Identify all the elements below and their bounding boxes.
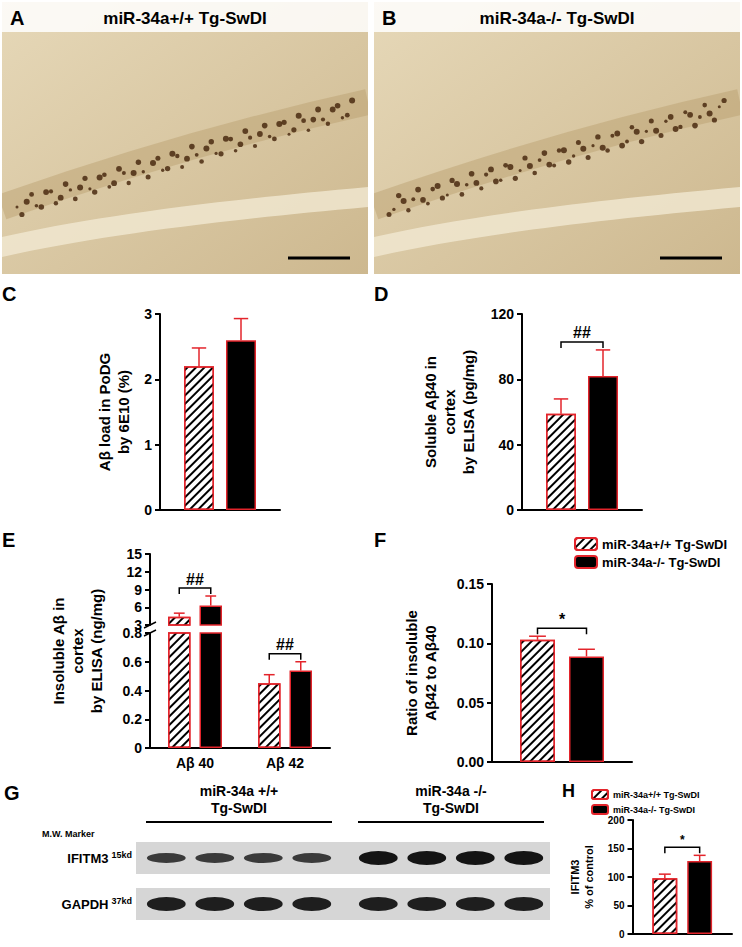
svg-text:Insoluble Aβ in: Insoluble Aβ in: [50, 598, 67, 705]
svg-text:cortex: cortex: [69, 628, 86, 674]
svg-text:cortex: cortex: [441, 389, 458, 435]
svg-text:0.2: 0.2: [123, 711, 143, 727]
svg-text:miR-34a+/+ Tg-SwDI: miR-34a+/+ Tg-SwDI: [103, 9, 266, 28]
svg-text:200: 200: [608, 815, 625, 826]
svg-text:by ELISA (ng/mg): by ELISA (ng/mg): [88, 589, 105, 713]
svg-text:2: 2: [144, 371, 152, 387]
svg-text:miR-34a-/- Tg-SwDI: miR-34a-/- Tg-SwDI: [613, 805, 695, 815]
svg-text:9: 9: [134, 582, 142, 598]
svg-text:Aβ 42: Aβ 42: [266, 755, 304, 771]
svg-text:15: 15: [126, 546, 142, 562]
svg-text:*: *: [559, 611, 566, 628]
svg-text:0.8: 0.8: [123, 625, 143, 641]
svg-text:0.10: 0.10: [457, 635, 484, 651]
svg-text:Soluble Aβ40 in: Soluble Aβ40 in: [422, 356, 439, 468]
svg-text:H: H: [562, 781, 575, 801]
svg-text:100: 100: [608, 872, 625, 883]
svg-text:by 6E10 (%): by 6E10 (%): [115, 370, 132, 454]
svg-text:GAPDH37kd: GAPDH37kd: [62, 896, 132, 912]
svg-text:12: 12: [126, 564, 142, 580]
svg-text:##: ##: [573, 324, 591, 341]
svg-text:3: 3: [144, 306, 152, 322]
svg-text:miR-34a +/+Tg-SwDI: miR-34a +/+Tg-SwDI: [200, 783, 279, 816]
svg-text:B: B: [382, 7, 396, 29]
svg-text:A: A: [10, 7, 24, 29]
svg-text:150: 150: [608, 843, 625, 854]
svg-text:##: ##: [276, 636, 294, 653]
svg-text:0.15: 0.15: [457, 576, 484, 592]
svg-text:6: 6: [134, 599, 142, 615]
svg-text:1: 1: [144, 437, 152, 453]
svg-text:miR-34a -/-Tg-SwDI: miR-34a -/-Tg-SwDI: [415, 783, 487, 816]
svg-text:0: 0: [134, 740, 142, 756]
svg-text:0: 0: [506, 502, 514, 518]
svg-text:IFITM315kd: IFITM315kd: [67, 850, 132, 866]
svg-text:M.W. Marker: M.W. Marker: [42, 829, 95, 839]
svg-text:miR-34a+/+ Tg-SwDI: miR-34a+/+ Tg-SwDI: [613, 790, 700, 800]
svg-text:Aβ 40: Aβ 40: [176, 755, 214, 771]
svg-text:by ELISA (pg/mg): by ELISA (pg/mg): [460, 350, 477, 474]
svg-text:G: G: [4, 782, 20, 804]
svg-text:IFITM3: IFITM3: [569, 860, 581, 895]
svg-text:miR-34a-/- Tg-SwDI: miR-34a-/- Tg-SwDI: [480, 9, 635, 28]
svg-text:##: ##: [186, 571, 204, 588]
svg-text:0: 0: [619, 929, 625, 940]
svg-text:D: D: [374, 283, 388, 305]
svg-text:*: *: [680, 833, 685, 847]
svg-text:0.05: 0.05: [457, 695, 484, 711]
svg-text:80: 80: [498, 371, 514, 387]
svg-text:0: 0: [144, 502, 152, 518]
svg-text:Aβ42 to Aβ40: Aβ42 to Aβ40: [422, 625, 439, 720]
svg-text:50: 50: [613, 900, 625, 911]
svg-text:0.6: 0.6: [123, 654, 143, 670]
svg-text:0.00: 0.00: [457, 754, 484, 770]
svg-text:Aβ load in PoDG: Aβ load in PoDG: [96, 353, 113, 471]
svg-text:miR-34a+/+ Tg-SwDI: miR-34a+/+ Tg-SwDI: [602, 537, 727, 552]
svg-text:E: E: [2, 529, 15, 551]
svg-text:0.4: 0.4: [123, 683, 143, 699]
svg-text:C: C: [2, 283, 16, 305]
svg-text:120: 120: [491, 306, 515, 322]
svg-text:F: F: [374, 529, 386, 551]
svg-text:% of control: % of control: [583, 845, 595, 909]
svg-text:miR-34a-/- Tg-SwDI: miR-34a-/- Tg-SwDI: [602, 555, 720, 570]
svg-text:40: 40: [498, 437, 514, 453]
svg-text:Ratio of insoluble: Ratio of insoluble: [403, 610, 420, 736]
